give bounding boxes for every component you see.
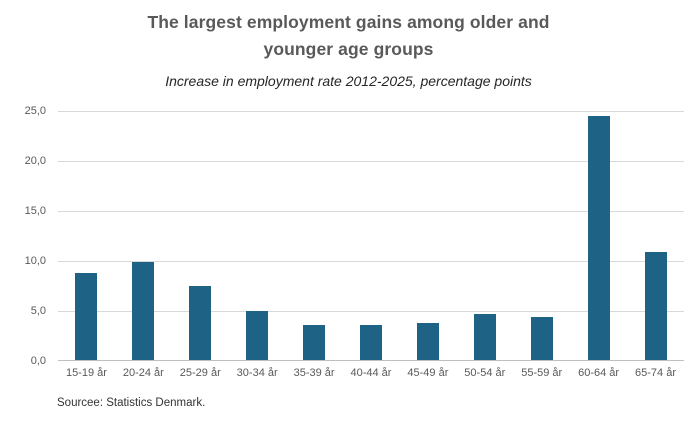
- x-axis-label: 40-44 år: [350, 367, 392, 379]
- bar-slot: [286, 111, 343, 360]
- x-axis-label: 20-24 år: [122, 367, 164, 379]
- bar-slot: [513, 111, 570, 360]
- chart-title-line1: The largest employment gains among older…: [147, 12, 550, 32]
- bar: [359, 325, 382, 360]
- y-axis-tick-label: 15,0: [24, 205, 46, 217]
- bar: [75, 273, 98, 360]
- bar: [189, 286, 212, 360]
- bar-slot: [229, 111, 286, 360]
- gridline: [58, 261, 684, 262]
- bar-slot: [343, 111, 400, 360]
- bar: [246, 311, 269, 360]
- x-axis-label: 30-34 år: [236, 367, 278, 379]
- x-axis-label: 65-74 år: [635, 367, 676, 379]
- plot-area: [58, 111, 684, 361]
- bar-slot: [172, 111, 229, 360]
- source-note: Sourcee: Statistics Denmark.: [57, 397, 206, 409]
- gridline: [58, 211, 684, 212]
- x-axis-labels: 15-19 år 20-24 år 25-29 år 30-34 år 35-39 år…: [58, 367, 684, 379]
- gridline: [58, 311, 684, 312]
- bar: [644, 252, 667, 360]
- bar: [473, 314, 496, 360]
- x-axis-label: 60-64 år: [578, 367, 620, 379]
- x-axis-label: 25-29 år: [179, 367, 221, 379]
- bar-slot: [570, 111, 627, 360]
- chart-subtitle: Increase in employment rate 2012-2025, p…: [165, 73, 532, 89]
- x-axis-label: 45-49 år: [407, 367, 449, 379]
- bar: [587, 116, 610, 360]
- x-axis-label: 35-39 år: [293, 367, 335, 379]
- bar: [303, 325, 326, 360]
- x-axis-label: 55-59 år: [521, 367, 563, 379]
- x-axis-label: 50-54 år: [464, 367, 506, 379]
- x-axis-label: 15-19 år: [65, 367, 107, 379]
- bar-slot: [399, 111, 456, 360]
- y-axis-tick-label: 10,0: [24, 255, 46, 267]
- chart-title-line2: younger age groups: [263, 39, 434, 59]
- bar-slot: [58, 111, 115, 360]
- bar-slot: [456, 111, 513, 360]
- y-axis-tick-label: 0,0: [30, 355, 46, 367]
- x-axis-line: [58, 360, 684, 361]
- gridline: [58, 161, 684, 162]
- bar-slot: [115, 111, 172, 360]
- y-axis-tick-label: 25,0: [24, 105, 46, 117]
- bar: [530, 317, 553, 360]
- gridline: [58, 111, 684, 112]
- chart-title: The largest employment gains among older…: [0, 9, 697, 63]
- y-axis-tick-label: 20,0: [24, 155, 46, 167]
- bar: [416, 323, 439, 360]
- bars-layer: [58, 111, 684, 360]
- bar: [132, 262, 155, 360]
- y-axis-tick-label: 5,0: [30, 305, 46, 317]
- bar-slot: [627, 111, 684, 360]
